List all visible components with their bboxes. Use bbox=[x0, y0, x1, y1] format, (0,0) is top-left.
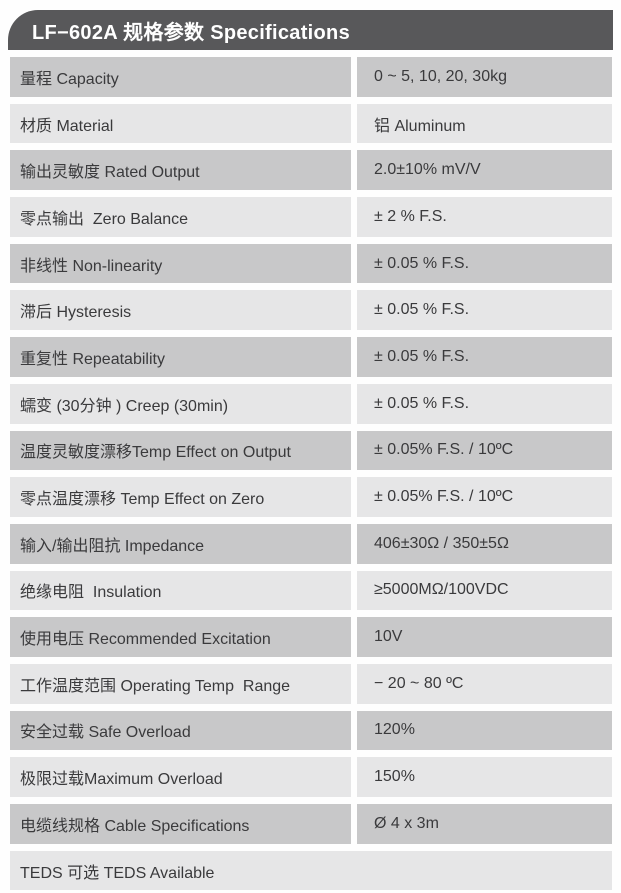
spec-row: 零点输出 Zero Balance ± 2 % F.S. bbox=[10, 197, 612, 237]
spec-value: ± 0.05 % F.S. bbox=[357, 243, 612, 284]
spec-label: 量程 Capacity bbox=[10, 57, 351, 97]
spec-label: 滞后 Hysteresis bbox=[10, 290, 351, 331]
table-title: LF−602A 规格参数 Specifications bbox=[32, 21, 350, 44]
spec-label: 输入/输出阻抗 Impedance bbox=[10, 523, 351, 564]
spec-label: 输出灵敏度 Rated Output bbox=[10, 150, 351, 191]
spec-value: − 20 ~ 80 ºC bbox=[357, 663, 612, 704]
spec-value: 铝 Aluminum bbox=[357, 103, 612, 144]
spec-label: 安全过载 Safe Overload bbox=[10, 710, 351, 751]
spec-label: 极限过载Maximum Overload bbox=[10, 757, 351, 797]
spec-row: 非线性 Non-linearity ± 0.05 % F.S. bbox=[10, 243, 612, 284]
spec-row: 零点温度漂移 Temp Effect on Zero ± 0.05% F.S. /… bbox=[10, 477, 612, 517]
spec-row: 输出灵敏度 Rated Output 2.0±10% mV/V bbox=[10, 150, 612, 191]
spec-value: 406±30Ω / 350±5Ω bbox=[357, 523, 612, 564]
spec-label: 蠕变 (30分钟 ) Creep (30min) bbox=[10, 383, 351, 424]
spec-row: 滞后 Hysteresis ± 0.05 % F.S. bbox=[10, 290, 612, 331]
spec-value: ± 0.05 % F.S. bbox=[357, 337, 612, 377]
spec-value: 150% bbox=[357, 757, 612, 797]
spec-label: 温度灵敏度漂移Temp Effect on Output bbox=[10, 430, 351, 471]
spec-value: 120% bbox=[357, 710, 612, 751]
spec-row: 重复性 Repeatability ± 0.05 % F.S. bbox=[10, 337, 612, 377]
spec-row: 工作温度范围 Operating Temp Range − 20 ~ 80 ºC bbox=[10, 663, 612, 704]
spec-row: 使用电压 Recommended Excitation 10V bbox=[10, 617, 612, 657]
spec-row: 电缆线规格 Cable Specifications Ø 4 x 3m bbox=[10, 804, 612, 844]
spec-table: 量程 Capacity 0 ~ 5, 10, 20, 30kg 材质 Materia… bbox=[10, 57, 612, 891]
spec-value: Ø 4 x 3m bbox=[357, 804, 612, 844]
spec-label: 工作温度范围 Operating Temp Range bbox=[10, 663, 351, 704]
spec-row: 温度灵敏度漂移Temp Effect on Output ± 0.05% F.S.… bbox=[10, 430, 612, 471]
spec-label: TEDS 可选 TEDS Available bbox=[10, 850, 612, 891]
spec-value: ± 0.05 % F.S. bbox=[357, 290, 612, 331]
spec-value: ± 2 % F.S. bbox=[357, 197, 612, 237]
spec-row: 极限过载Maximum Overload 150% bbox=[10, 757, 612, 797]
spec-label: 使用电压 Recommended Excitation bbox=[10, 617, 351, 657]
spec-value: ± 0.05 % F.S. bbox=[357, 383, 612, 424]
spec-row: 蠕变 (30分钟 ) Creep (30min) ± 0.05 % F.S. bbox=[10, 383, 612, 424]
spec-label: 材质 Material bbox=[10, 103, 351, 144]
spec-value: 2.0±10% mV/V bbox=[357, 150, 612, 191]
spec-row: 量程 Capacity 0 ~ 5, 10, 20, 30kg bbox=[10, 57, 612, 97]
spec-row: 绝缘电阻 Insulation ≥5000MΩ/100VDC bbox=[10, 570, 612, 611]
spec-row: 输入/输出阻抗 Impedance 406±30Ω / 350±5Ω bbox=[10, 523, 612, 564]
spec-label: 绝缘电阻 Insulation bbox=[10, 570, 351, 611]
spec-label: 零点温度漂移 Temp Effect on Zero bbox=[10, 477, 351, 517]
spec-label: 重复性 Repeatability bbox=[10, 337, 351, 377]
spec-row: 安全过载 Safe Overload 120% bbox=[10, 710, 612, 751]
spec-value: 0 ~ 5, 10, 20, 30kg bbox=[357, 57, 612, 97]
spec-value: ± 0.05% F.S. / 10ºC bbox=[357, 430, 612, 471]
spec-value: ± 0.05% F.S. / 10ºC bbox=[357, 477, 612, 517]
table-header: LF−602A 规格参数 Specifications bbox=[8, 10, 613, 50]
spec-row: 材质 Material 铝 Aluminum bbox=[10, 103, 612, 144]
spec-row: TEDS 可选 TEDS Available bbox=[10, 850, 612, 891]
spec-value: ≥5000MΩ/100VDC bbox=[357, 570, 612, 611]
spec-label: 电缆线规格 Cable Specifications bbox=[10, 804, 351, 844]
spec-label: 非线性 Non-linearity bbox=[10, 243, 351, 284]
spec-label: 零点输出 Zero Balance bbox=[10, 197, 351, 237]
spec-value: 10V bbox=[357, 617, 612, 657]
